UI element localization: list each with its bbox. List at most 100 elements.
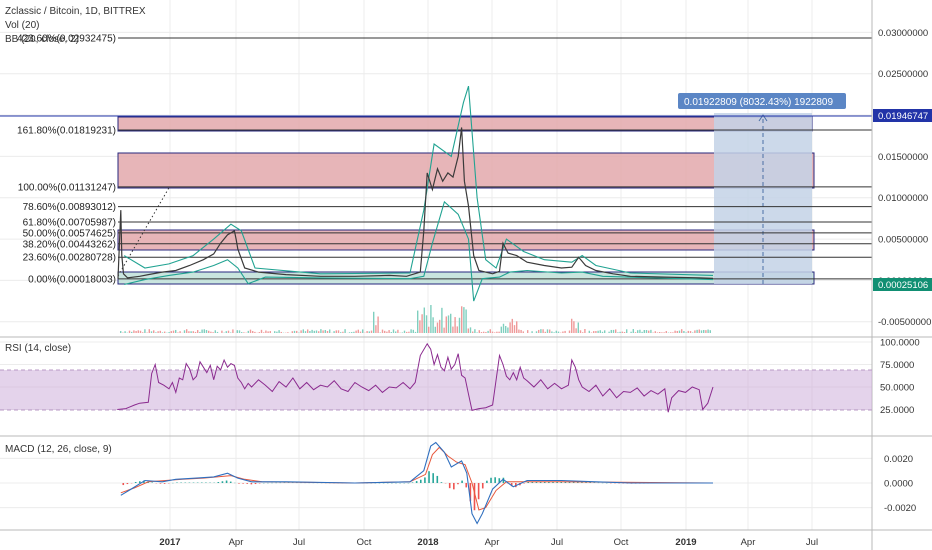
volume-bar — [247, 330, 249, 333]
volume-legend[interactable]: Vol (20) — [5, 20, 39, 31]
current-price-label-bg — [873, 278, 932, 291]
volume-bar — [634, 332, 637, 333]
volume-bar — [302, 329, 304, 333]
volume-bar — [291, 331, 293, 333]
volume-bar — [632, 329, 634, 333]
macd-histogram-bar — [250, 483, 253, 485]
bb-legend[interactable]: BB (20, close, 2) — [5, 34, 79, 45]
volume-bar — [597, 330, 599, 333]
volume-bar — [654, 331, 656, 333]
volume-bar — [443, 327, 445, 333]
price-tick-label: -0.00500000 — [878, 317, 931, 328]
symbol-legend[interactable]: Zclassic / Bitcoin, 1D, BITTREX — [5, 6, 146, 17]
volume-bar — [650, 329, 652, 333]
volume-bar — [384, 330, 386, 333]
macd-legend[interactable]: MACD (12, 26, close, 9) — [5, 444, 112, 455]
volume-bar — [480, 332, 483, 333]
volume-bar — [564, 330, 566, 333]
time-tick-label: Apr — [741, 537, 756, 548]
volume-bar — [423, 307, 425, 333]
volume-bar — [324, 329, 326, 333]
volume-bar — [707, 329, 709, 333]
volume-bar — [175, 329, 177, 333]
volume-bar — [254, 331, 256, 333]
volume-bar — [621, 331, 623, 333]
rsi-tick-label: 75.0000 — [880, 360, 914, 371]
volume-bar — [155, 332, 157, 333]
volume-bar — [458, 317, 461, 333]
macd-histogram-bar — [564, 481, 567, 483]
volume-bar — [689, 331, 692, 333]
volume-bar — [593, 331, 595, 333]
volume-bar — [571, 318, 573, 333]
volume-bar — [359, 331, 362, 333]
volume-bar — [201, 329, 203, 333]
volume-bar — [476, 332, 478, 333]
measure-arrow-head — [758, 114, 768, 122]
rsi-line — [117, 342, 714, 413]
trend-line[interactable] — [117, 185, 171, 277]
volume-bar — [161, 332, 164, 333]
volume-bar — [190, 331, 192, 333]
volume-bar — [128, 330, 131, 333]
volume-bar — [507, 327, 509, 333]
macd-histogram-bar — [225, 480, 228, 483]
volume-bar — [258, 332, 260, 333]
volume-bar — [287, 332, 289, 333]
macd-tick-label: 0.0000 — [884, 479, 913, 490]
volume-bar — [452, 326, 454, 333]
volume-bar — [199, 331, 201, 333]
volume-bar — [656, 332, 659, 333]
volume-bar — [665, 331, 667, 333]
fib-zone-161[interactable] — [117, 116, 813, 132]
volume-bar — [674, 330, 676, 333]
volume-bar — [612, 329, 615, 333]
volume-bar — [183, 330, 186, 333]
volume-bar — [450, 313, 452, 333]
volume-bar — [318, 331, 320, 333]
macd-histogram-bar — [151, 482, 153, 483]
volume-bar — [709, 330, 711, 333]
volume-bar — [267, 331, 269, 333]
volume-bar — [406, 331, 408, 333]
volume-bar — [252, 331, 254, 333]
fib-zone-100[interactable] — [117, 152, 815, 189]
volume-bar — [157, 331, 159, 333]
volume-bar — [188, 331, 190, 333]
macd-histogram-bar — [238, 483, 240, 484]
volume-bar — [705, 330, 707, 333]
rsi-legend[interactable]: RSI (14, close) — [5, 343, 71, 354]
fib-level-label: 61.80%(0.00705987) — [23, 218, 116, 229]
volume-bar — [687, 330, 689, 333]
fib-zone-38-61[interactable] — [117, 229, 815, 251]
bb-lower-line — [124, 200, 714, 302]
volume-bar — [489, 329, 491, 333]
volume-bar — [214, 330, 216, 333]
macd-histogram-bar — [159, 483, 162, 484]
current-price-label: 0.00025106 — [878, 280, 928, 291]
volume-bar — [144, 329, 146, 333]
fibonacci-zones[interactable] — [117, 116, 815, 285]
macd-histogram-bar — [126, 483, 129, 485]
macd-histogram-bar — [469, 483, 472, 502]
volume-bar — [137, 330, 139, 333]
volume-bar — [403, 330, 406, 333]
volume-bar — [210, 331, 212, 333]
volume-bar — [430, 305, 432, 333]
volume-bar — [601, 331, 604, 333]
volume-bar — [337, 330, 340, 333]
macd-histogram-bar — [556, 481, 558, 483]
volume-bar — [197, 330, 199, 333]
volume-bar — [212, 332, 214, 333]
volume-bar — [362, 329, 364, 333]
macd-histogram-bar — [411, 482, 414, 483]
fib-level-label: 38.20%(0.00443262) — [23, 239, 116, 250]
macd-histogram-bar — [539, 481, 542, 483]
volume-bar — [269, 331, 271, 333]
time-axis[interactable]: 2017 Apr Jul Oct 2018 Apr Jul Oct 2019 Apr Jul — [159, 537, 818, 548]
volume-bar — [230, 332, 232, 333]
volume-bar — [445, 316, 447, 333]
volume-bar — [340, 332, 342, 333]
volume-bar — [579, 330, 582, 333]
